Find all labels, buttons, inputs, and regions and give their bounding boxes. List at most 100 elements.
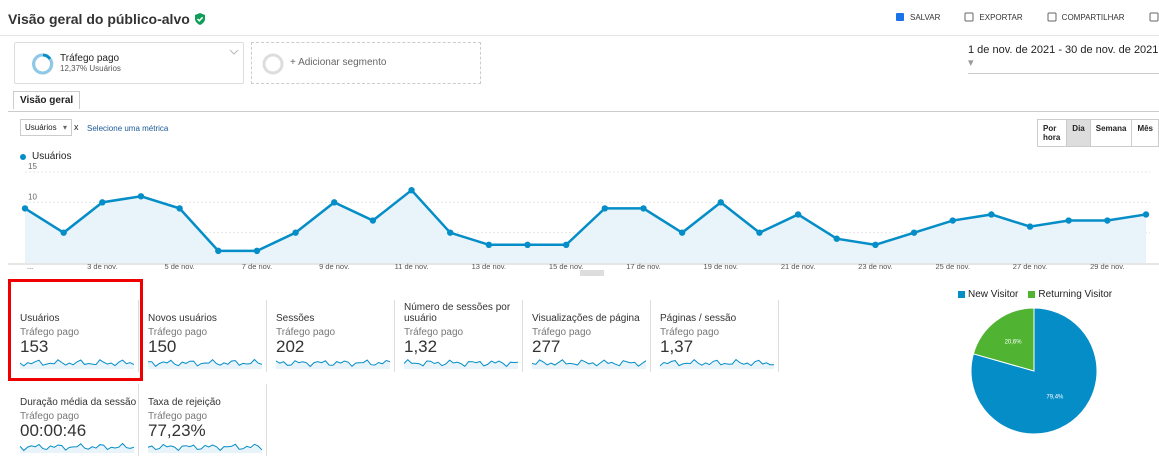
metric-value: 1,32	[404, 338, 522, 355]
point	[1143, 211, 1149, 217]
x-tick-label: 3 de nov.	[87, 262, 117, 271]
point	[524, 242, 530, 248]
metric-value: 00:00:46	[20, 422, 138, 439]
x-tick-label: 7 de nov.	[242, 262, 272, 271]
metric-selected: Usuários	[25, 123, 57, 132]
metric-label: Duração média da sessão	[20, 384, 138, 408]
x-tick-label: 19 de nov.	[704, 262, 738, 271]
granularity-button[interactable]: Por hora	[1038, 120, 1066, 146]
action[interactable]: COMPARTILHAR	[1047, 12, 1125, 22]
actions: SALVAR EXPORTAR COMPARTILHAR INSIGHTS	[895, 12, 1159, 22]
point	[486, 242, 492, 248]
metric-label: Taxa de rejeição	[148, 384, 266, 408]
action-label: COMPARTILHAR	[1062, 13, 1125, 22]
x-tick-label: 13 de nov.	[472, 262, 506, 271]
action-label: SALVAR	[910, 13, 940, 22]
point	[563, 242, 569, 248]
date-range[interactable]: 1 de nov. de 2021 - 30 de nov. de 2021 ▾	[968, 44, 1159, 74]
segment-name: Tráfego pago	[60, 53, 119, 64]
point	[99, 199, 105, 205]
add-segment-text: + Adicionar segmento	[290, 57, 386, 68]
point	[1065, 217, 1071, 223]
point	[950, 217, 956, 223]
metric-value: 277	[532, 338, 650, 355]
action-icon	[1149, 12, 1159, 22]
metric-label: Usuários	[20, 300, 138, 324]
sparkline	[148, 355, 262, 369]
date-text: 1 de nov. de 2021 - 30 de nov. de 2021	[968, 44, 1158, 56]
x-tick-label: 29 de nov.	[1090, 262, 1124, 271]
add-segment[interactable]: + Adicionar segmento	[251, 42, 481, 84]
metric-value: 153	[20, 338, 138, 355]
icon-shape	[1150, 13, 1158, 21]
x-tick-label: ...	[27, 262, 33, 271]
legend-item: Returning Visitor	[1028, 289, 1112, 300]
x-tick-label: 21 de nov.	[781, 262, 815, 271]
sparkline	[404, 355, 518, 369]
granularity-button[interactable]: Mês	[1131, 120, 1158, 146]
point	[331, 199, 337, 205]
action-icon	[964, 12, 974, 22]
point	[370, 217, 376, 223]
metric-label: Sessões	[276, 300, 394, 324]
page-title: Visão geral do público-alvo	[8, 11, 206, 27]
legend-label: Returning Visitor	[1038, 289, 1112, 300]
point	[756, 229, 762, 235]
granularity-button[interactable]: Dia	[1066, 120, 1089, 146]
metric-label: Novos usuários	[148, 300, 266, 324]
y-tick-label: 10	[28, 192, 37, 201]
metric-dropdown[interactable]: Usuários▾	[20, 119, 72, 136]
pie-label: 79,4%	[1046, 395, 1064, 401]
x-tick-label: 25 de nov.	[935, 262, 969, 271]
point	[834, 236, 840, 242]
action[interactable]: INSIGHTS	[1149, 12, 1159, 22]
sparkline	[660, 355, 774, 369]
metric-value: 202	[276, 338, 394, 355]
point	[22, 205, 28, 211]
sparkline	[20, 355, 134, 369]
x-tick-label: 11 de nov.	[395, 262, 429, 271]
verified-icon	[194, 13, 206, 25]
point	[138, 193, 144, 199]
x-tick-label: 27 de nov.	[1013, 262, 1047, 271]
sparkline	[276, 355, 390, 369]
divider	[8, 111, 1159, 112]
y-tick-label: 15	[28, 162, 37, 171]
point	[679, 229, 685, 235]
action[interactable]: EXPORTAR	[964, 12, 1022, 22]
sparkline	[532, 355, 646, 369]
point	[640, 205, 646, 211]
point	[1027, 223, 1033, 229]
point	[872, 242, 878, 248]
legend-item: New Visitor	[958, 289, 1018, 300]
tab[interactable]: Visão geral	[13, 91, 80, 109]
pie-label: 20,6%	[1005, 339, 1023, 345]
point	[718, 199, 724, 205]
segment-detail: 12,37% Usuários	[60, 64, 121, 73]
x-tick-label: 17 de nov.	[626, 262, 660, 271]
granularity-button[interactable]: Semana	[1090, 120, 1132, 146]
action-label: EXPORTAR	[979, 13, 1022, 22]
x-tick-label: 9 de nov.	[319, 262, 349, 271]
x-tick-label: 23 de nov.	[858, 262, 892, 271]
remove[interactable]: x	[74, 122, 79, 132]
metric-value: 150	[148, 338, 266, 355]
point	[60, 229, 66, 235]
metric-link[interactable]: Selecione uma métrica	[87, 124, 168, 133]
icon-shape	[1048, 13, 1056, 21]
segment[interactable]: Tráfego pago 12,37% Usuários	[14, 42, 244, 84]
action-icon	[1047, 12, 1057, 22]
icon-shape	[965, 13, 973, 21]
action[interactable]: SALVAR	[895, 12, 940, 22]
legend-label: New Visitor	[968, 289, 1018, 300]
legend-dot	[20, 154, 26, 160]
icon-shape	[896, 13, 904, 21]
